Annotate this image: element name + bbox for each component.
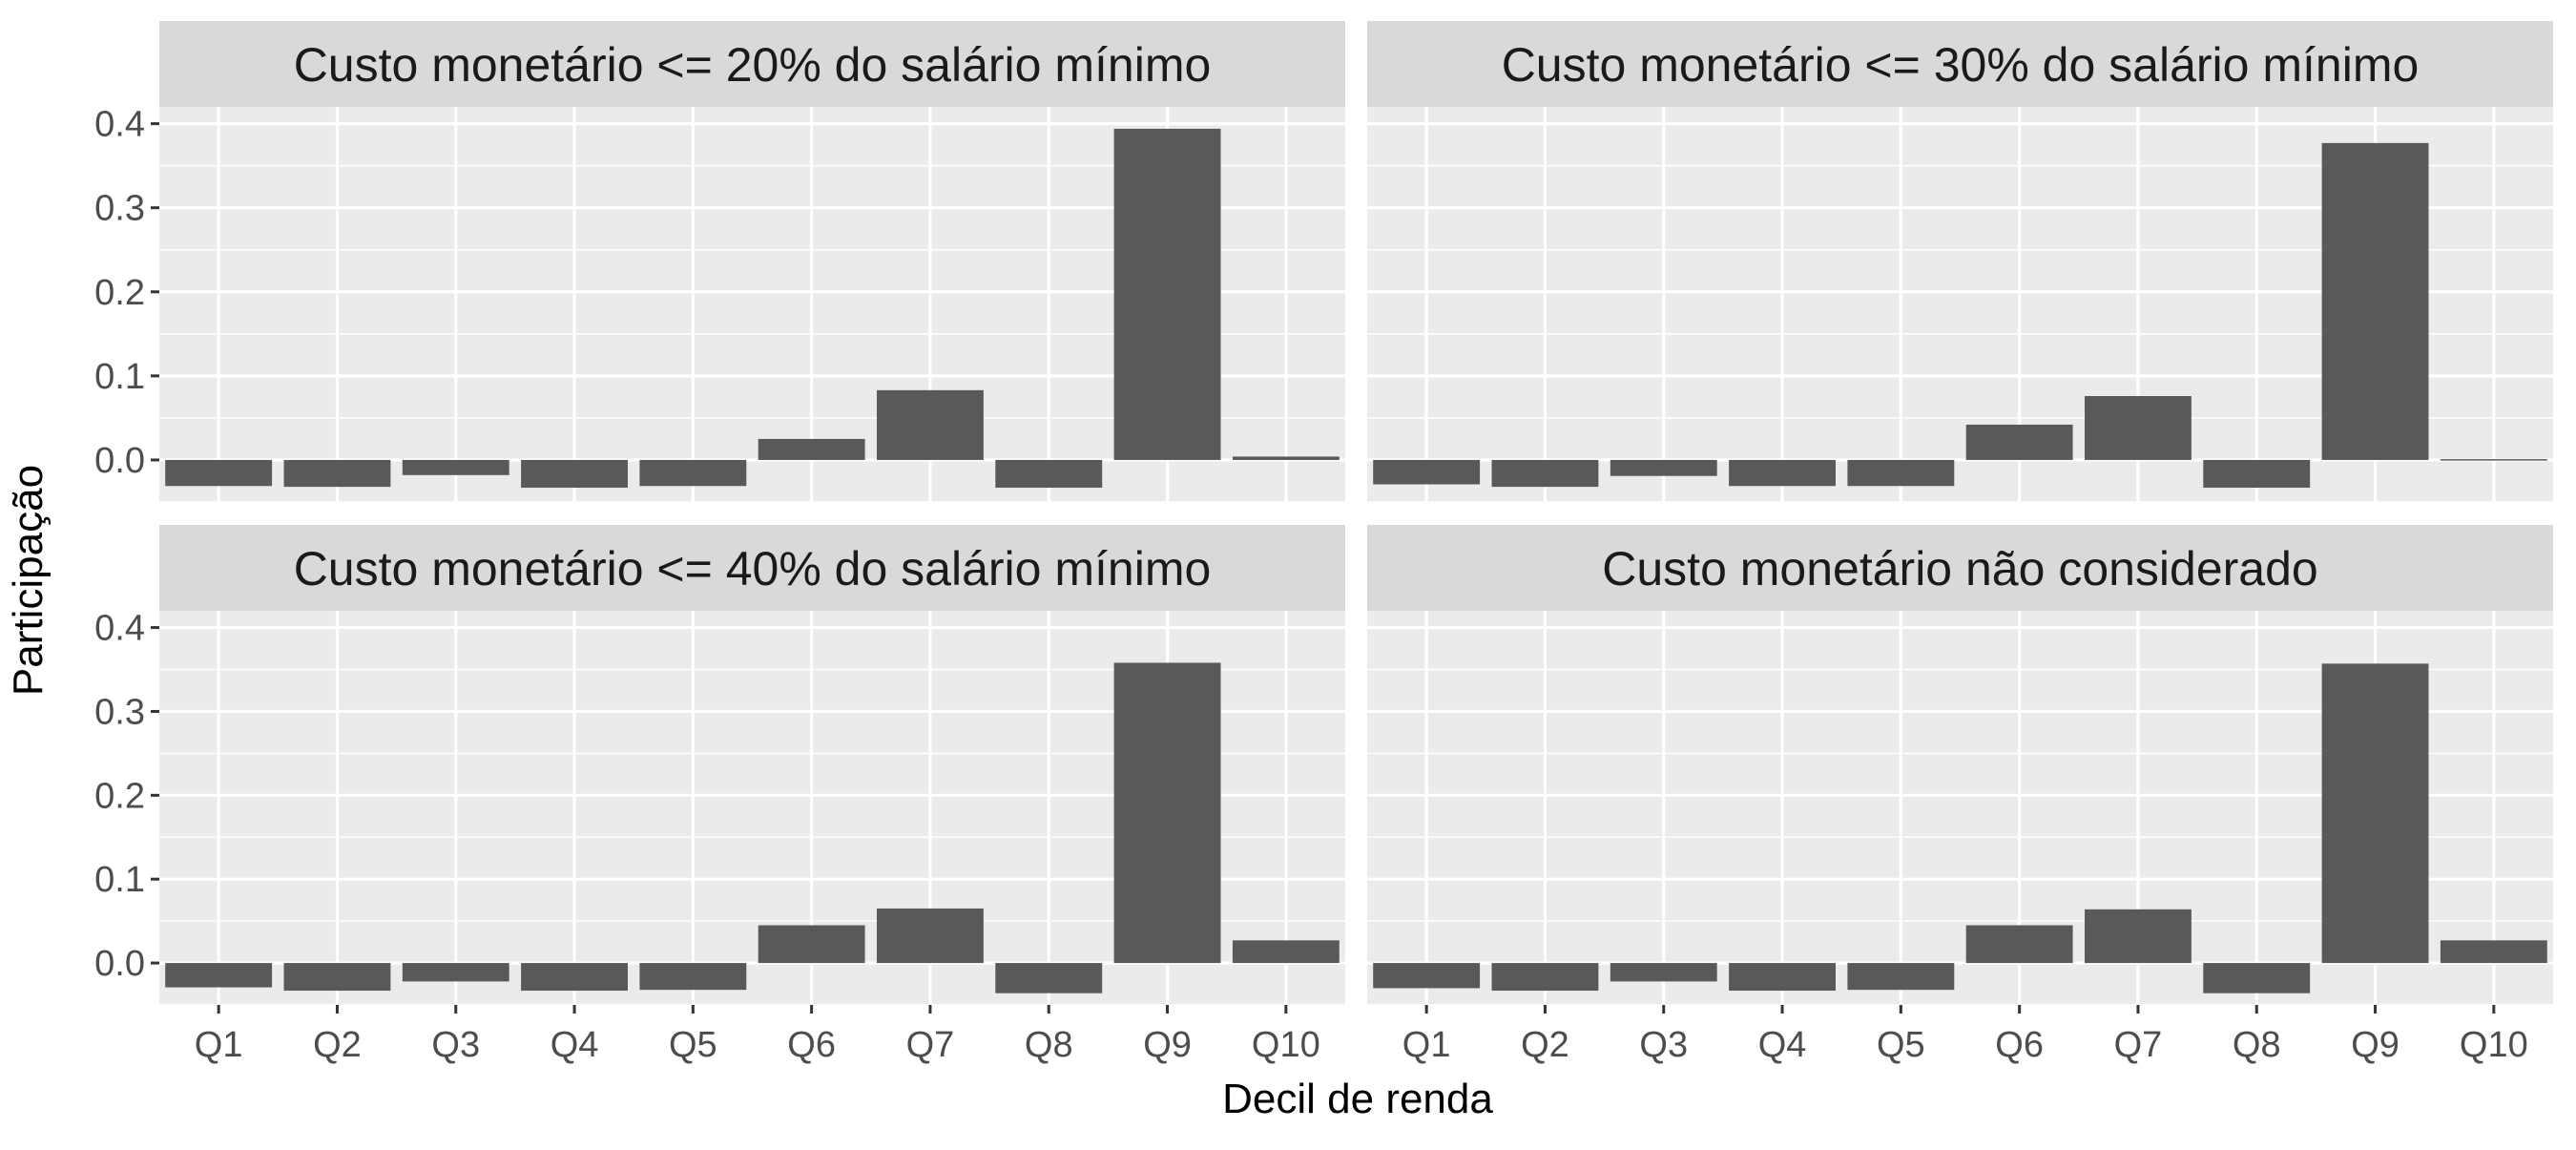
- bar-Q6: [1965, 925, 2073, 964]
- bar-Q10: [1232, 940, 1340, 964]
- bar-Q7: [2085, 396, 2192, 460]
- facet-title: Custo monetário <= 40% do salário mínimo: [294, 542, 1212, 596]
- bar-Q5: [1847, 459, 1955, 487]
- facet-strip: [159, 21, 1345, 107]
- bar-Q10: [2440, 459, 2547, 461]
- y-tick-label: 0.4: [94, 105, 145, 145]
- x-tick-label: Q3: [431, 1025, 480, 1065]
- bar-Q5: [639, 459, 747, 487]
- bar-Q1: [1373, 963, 1481, 989]
- facet-strip: [1367, 21, 2553, 107]
- bar-Q1: [165, 963, 273, 988]
- x-tick-label: Q10: [2460, 1025, 2528, 1065]
- x-tick-label: Q7: [906, 1025, 955, 1065]
- facet-panel-3: Custo monetário <= 40% do salário mínimo…: [94, 525, 1345, 1065]
- bar-Q5: [1847, 963, 1955, 991]
- y-tick-label: 0.1: [94, 357, 145, 397]
- bar-Q8: [2203, 459, 2311, 489]
- x-tick-label: Q1: [195, 1025, 243, 1065]
- y-tick-label: 0.4: [94, 609, 145, 649]
- facet-title: Custo monetário <= 20% do salário mínimo: [294, 38, 1212, 92]
- bar-Q1: [1373, 459, 1481, 485]
- bar-Q6: [1965, 424, 2073, 460]
- x-tick-label: Q8: [1025, 1025, 1073, 1065]
- y-tick-label: 0.0: [94, 944, 145, 984]
- bar-Q6: [758, 925, 865, 964]
- x-tick-label: Q8: [2233, 1025, 2281, 1065]
- bar-Q8: [995, 459, 1103, 489]
- bar-Q4: [1729, 963, 1836, 992]
- x-tick-label: Q2: [313, 1025, 362, 1065]
- y-tick-label: 0.3: [94, 189, 145, 229]
- bar-Q8: [995, 963, 1103, 993]
- bar-Q2: [1491, 459, 1599, 488]
- bar-Q9: [2321, 663, 2429, 964]
- facet-title: Custo monetário <= 30% do salário mínimo: [1502, 38, 2420, 92]
- y-axis-title: Participação: [5, 465, 52, 696]
- x-tick-label: Q7: [2114, 1025, 2163, 1065]
- y-tick-label: 0.3: [94, 692, 145, 732]
- bar-Q8: [2203, 963, 2311, 993]
- x-tick-label: Q10: [1252, 1025, 1320, 1065]
- x-tick-label: Q6: [1995, 1025, 2044, 1065]
- x-axis-title: Decil de renda: [1222, 1076, 1493, 1122]
- bar-Q5: [639, 963, 747, 991]
- bar-Q4: [1729, 459, 1836, 487]
- bar-Q10: [2440, 940, 2547, 964]
- facet-panel-4: Custo monetário não considerado Q1 Q2 Q3 Q4 Q…: [1367, 525, 2553, 1065]
- facet-panel-2: Custo monetário <= 30% do salário mínimo: [1367, 21, 2553, 503]
- x-tick-label: Q3: [1639, 1025, 1688, 1065]
- y-tick-label: 0.2: [94, 273, 145, 313]
- bar-Q2: [283, 963, 391, 992]
- facet-strip: [159, 525, 1345, 611]
- bar-Q1: [165, 459, 273, 487]
- y-tick-label: 0.1: [94, 860, 145, 900]
- x-tick-label: Q5: [669, 1025, 717, 1065]
- facet-strip: [1367, 525, 2553, 611]
- bar-Q10: [1232, 456, 1340, 460]
- bar-Q7: [877, 908, 984, 964]
- x-tick-label: Q1: [1402, 1025, 1451, 1065]
- x-tick-label: Q4: [1758, 1025, 1807, 1065]
- bar-Q3: [402, 963, 509, 982]
- x-tick-label: Q9: [2351, 1025, 2399, 1065]
- bar-Q3: [1610, 459, 1717, 476]
- bar-Q9: [2321, 142, 2429, 460]
- bar-Q2: [283, 459, 391, 488]
- bar-Q7: [2085, 909, 2192, 964]
- facet-title: Custo monetário não considerado: [1602, 542, 2317, 596]
- bar-Q4: [521, 459, 628, 489]
- bar-Q2: [1491, 963, 1599, 992]
- x-tick-label: Q6: [787, 1025, 836, 1065]
- x-tick-label: Q9: [1143, 1025, 1192, 1065]
- bar-Q4: [521, 963, 628, 992]
- y-tick-label: 0.2: [94, 776, 145, 816]
- bar-Q6: [758, 438, 865, 460]
- bar-Q9: [1113, 128, 1221, 460]
- x-tick-label: Q4: [551, 1025, 599, 1065]
- bar-Q3: [402, 459, 509, 475]
- bar-Q3: [1610, 963, 1717, 982]
- bar-Q9: [1113, 662, 1221, 964]
- bar-Q7: [877, 389, 984, 460]
- y-tick-label: 0.0: [94, 441, 145, 481]
- x-tick-label: Q5: [1877, 1025, 1925, 1065]
- facet-panel-1: Custo monetário <= 20% do salário mínimo…: [94, 21, 1345, 503]
- x-tick-label: Q2: [1521, 1025, 1569, 1065]
